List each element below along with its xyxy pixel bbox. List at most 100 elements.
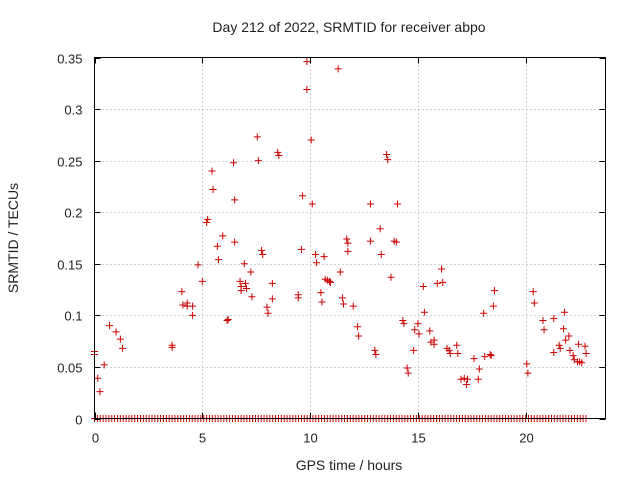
- data-point: [236, 277, 244, 285]
- data-point: [219, 232, 227, 240]
- data-point: [399, 317, 407, 325]
- grid-lines: [94, 57, 606, 419]
- data-point: [582, 350, 590, 358]
- data-point: [529, 288, 537, 296]
- data-point: [393, 200, 401, 208]
- data-point: [540, 326, 548, 334]
- data-point: [415, 330, 423, 338]
- data-point: [336, 268, 344, 276]
- data-point: [569, 352, 577, 360]
- data-point: [470, 355, 478, 363]
- data-point: [490, 287, 498, 295]
- data-point: [430, 340, 438, 348]
- data-point: [344, 247, 352, 255]
- data-point: [414, 320, 422, 328]
- data-point: [223, 317, 231, 325]
- data-point: [524, 369, 532, 377]
- data-point: [387, 273, 395, 281]
- y-axis-label: SRMTID / TECUs: [5, 183, 21, 293]
- data-point: [198, 277, 206, 285]
- data-point: [561, 308, 569, 316]
- data-point: [354, 323, 362, 331]
- data-point: [307, 136, 315, 144]
- data-point: [487, 352, 495, 360]
- chart-title: Day 212 of 2022, SRMTID for receiver abp…: [212, 19, 485, 35]
- data-point: [464, 375, 472, 383]
- y-tick-label: 0: [75, 413, 82, 428]
- data-point: [480, 309, 488, 317]
- data-point: [194, 261, 202, 269]
- data-point: [96, 388, 104, 396]
- data-point: [523, 360, 531, 368]
- data-point: [318, 298, 326, 306]
- x-tick-label: 15: [411, 431, 425, 446]
- data-point: [334, 65, 342, 73]
- y-tick-label: 0.25: [57, 155, 82, 170]
- data-point: [539, 317, 547, 325]
- y-tick-label: 0.2: [64, 206, 82, 221]
- data-point: [559, 325, 567, 333]
- data-point: [179, 301, 187, 309]
- data-point: [94, 374, 102, 382]
- data-point: [231, 238, 239, 246]
- data-point: [258, 246, 266, 254]
- data-point: [312, 251, 320, 259]
- data-point: [264, 309, 272, 317]
- data-point: [420, 308, 428, 316]
- data-point: [294, 294, 302, 302]
- data-point: [581, 342, 589, 350]
- x-tick-label: 5: [199, 431, 206, 446]
- data-point: [112, 328, 120, 336]
- data-point: [303, 58, 311, 66]
- y-tick-label: 0.15: [57, 258, 82, 273]
- data-point: [404, 369, 412, 377]
- data-point: [383, 150, 391, 158]
- data-point: [320, 253, 328, 261]
- y-tick-label: 0.3: [64, 103, 82, 118]
- data-point: [106, 322, 114, 330]
- data-point: [366, 200, 374, 208]
- data-point: [489, 302, 497, 310]
- data-point: [566, 346, 574, 354]
- data-point: [344, 239, 352, 247]
- data-point: [231, 196, 239, 204]
- data-point: [243, 285, 251, 293]
- data-point: [203, 219, 211, 227]
- data-point: [426, 327, 434, 335]
- data-point: [453, 341, 461, 349]
- data-point: [189, 302, 197, 310]
- data-point: [253, 133, 261, 141]
- plot-frame: [94, 57, 606, 419]
- data-point: [263, 303, 271, 311]
- data-point: [410, 346, 418, 354]
- data-point: [237, 287, 245, 295]
- data-point: [460, 374, 468, 382]
- axis-ticks: 0 0.05 0.1 0.15 0.2 0.25 0.3 0.35 0 5 10 15 20: [57, 52, 606, 446]
- y-tick-label: 0.1: [64, 309, 82, 324]
- data-point: [224, 315, 232, 323]
- data-point: [475, 365, 483, 373]
- data-point: [240, 260, 248, 268]
- data-point: [355, 332, 363, 340]
- data-point: [384, 156, 392, 164]
- data-point: [550, 314, 558, 322]
- data-point: [419, 282, 427, 290]
- data-point: [275, 151, 283, 159]
- data-point: [376, 225, 384, 233]
- data-point: [247, 268, 255, 276]
- data-point: [308, 200, 316, 208]
- data-point: [462, 380, 470, 388]
- data-point: [327, 278, 335, 286]
- data-point: [377, 251, 385, 259]
- y-tick-label: 0.35: [57, 52, 82, 67]
- data-point: [204, 215, 212, 223]
- data-point: [259, 251, 267, 259]
- x-tick-label: 0: [92, 431, 99, 446]
- data-point: [116, 335, 124, 343]
- data-point: [481, 353, 489, 361]
- data-point: [168, 343, 176, 351]
- data-point: [371, 346, 379, 354]
- data-point: [439, 278, 447, 286]
- data-point: [366, 237, 374, 245]
